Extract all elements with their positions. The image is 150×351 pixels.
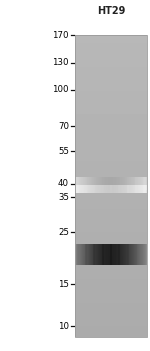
Text: 55: 55: [58, 146, 69, 155]
Text: 10: 10: [58, 322, 69, 331]
Text: 170: 170: [52, 31, 69, 40]
Text: 35: 35: [58, 193, 69, 202]
Text: 25: 25: [58, 227, 69, 237]
Text: 70: 70: [58, 122, 69, 131]
Text: 100: 100: [52, 85, 69, 94]
Text: HT29: HT29: [97, 6, 125, 16]
Text: 40: 40: [58, 179, 69, 188]
Bar: [75, 35, 147, 337]
Text: 130: 130: [52, 58, 69, 67]
Text: 15: 15: [58, 280, 69, 289]
